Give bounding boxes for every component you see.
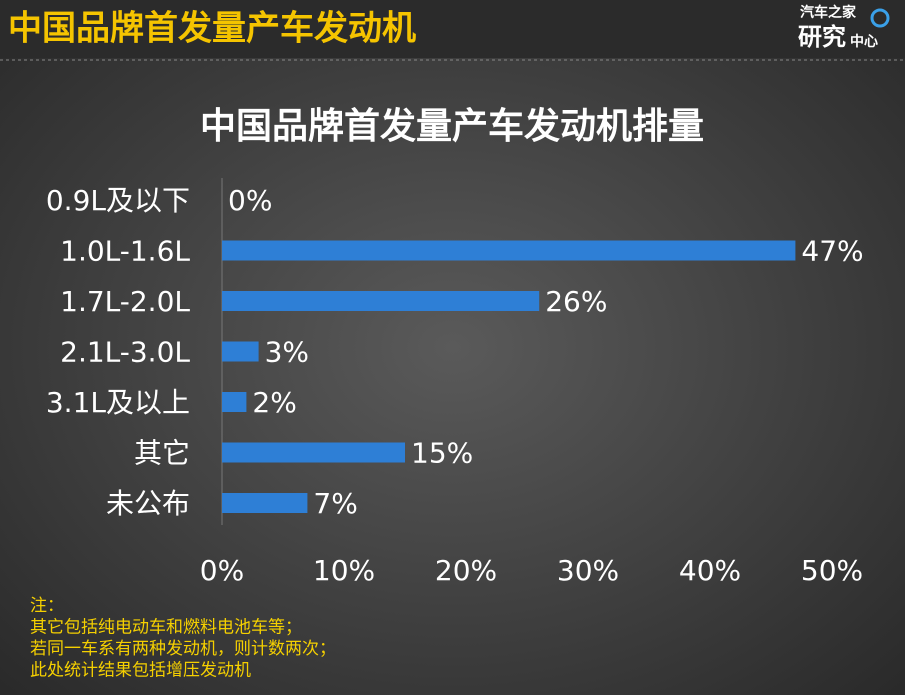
bar [222,240,796,261]
value-label: 26% [545,285,607,318]
value-label: 3% [265,336,309,369]
x-tick-label: 30% [557,554,619,587]
y-tick-label: 1.7L-2.0L [60,285,190,318]
y-tick-label: 1.0L-1.6L [60,235,190,268]
y-tick-label: 未公布 [106,487,190,520]
x-tick-label: 20% [435,554,497,587]
bar [222,493,308,513]
x-tick-label: 0% [200,554,244,587]
x-tick-label: 10% [313,554,375,587]
logo-text: 中心 [850,33,878,50]
value-label: 47% [801,235,863,268]
y-tick-label: 0.9L及以下 [46,184,190,217]
value-label: 0% [228,184,272,217]
note: 此处统计结果包括增压发动机 [30,661,251,681]
logo-icon [870,8,890,28]
chart-title: 中国品牌首发量产车发动机排量 [200,106,704,147]
logo-text: 研究 [798,23,846,51]
logo-text: 汽车之家 [800,4,857,21]
y-tick-label: 其它 [134,437,190,470]
header-title: 中国品牌首发量产车发动机 [8,9,416,49]
value-label: 15% [411,437,473,470]
bar [222,392,247,412]
note: 注： [30,596,64,616]
x-tick-label: 40% [679,554,741,587]
bar [222,291,540,311]
bar [222,442,405,463]
value-label: 7% [313,487,357,520]
note: 其它包括纯电动车和燃料电池车等； [30,618,302,638]
value-label: 2% [252,386,296,419]
y-tick-label: 2.1L-3.0L [60,336,190,369]
bar [222,341,259,362]
header-band [0,0,905,58]
y-tick-label: 3.1L及以上 [46,386,190,419]
x-tick-label: 50% [801,554,863,587]
note: 若同一车系有两种发动机，则计数两次； [30,639,336,659]
